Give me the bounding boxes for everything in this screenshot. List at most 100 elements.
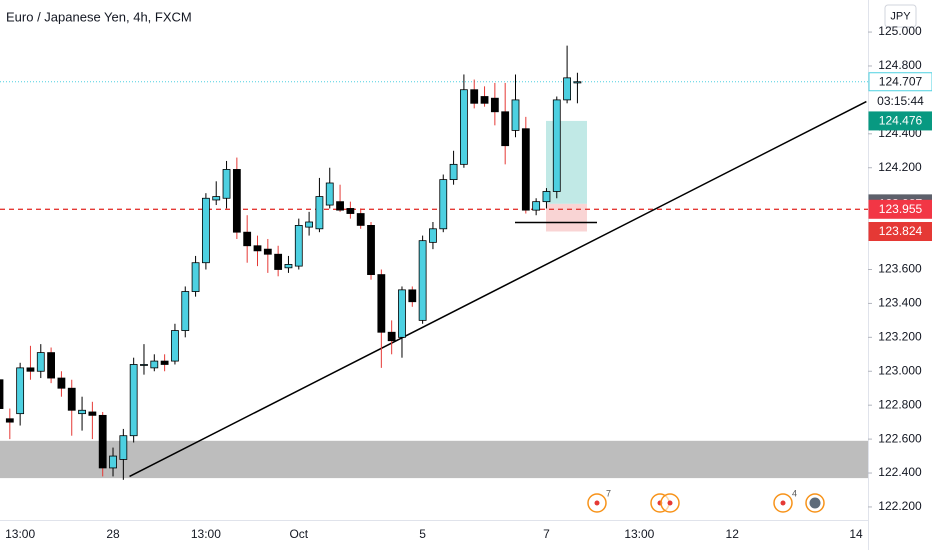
candle-body bbox=[98, 414, 107, 469]
candle-body bbox=[0, 379, 4, 409]
x-tick-label: 14 bbox=[849, 527, 863, 541]
price-badge bbox=[868, 222, 932, 242]
price-badge-label: 123.824 bbox=[879, 224, 923, 238]
candle-body bbox=[160, 360, 169, 365]
plot-area bbox=[0, 45, 868, 480]
event-count: 7 bbox=[606, 488, 611, 498]
candle-body bbox=[542, 191, 551, 203]
candle-body bbox=[439, 179, 448, 230]
candle-body bbox=[243, 231, 252, 247]
candle-body bbox=[181, 291, 190, 331]
candle-body bbox=[253, 245, 262, 252]
price-badge bbox=[868, 72, 932, 92]
candle-body bbox=[398, 289, 406, 338]
candle-body bbox=[263, 248, 272, 255]
candle-body bbox=[480, 96, 489, 104]
candle-body bbox=[377, 274, 386, 333]
y-tick-label: 122.400 bbox=[878, 465, 922, 479]
candle-body bbox=[315, 196, 324, 230]
candle-body bbox=[367, 225, 375, 275]
trend-line bbox=[129, 100, 867, 478]
candle-body bbox=[501, 111, 510, 147]
candle-body bbox=[222, 169, 231, 199]
x-tick-label: 28 bbox=[106, 527, 120, 541]
position-stop-zone bbox=[546, 203, 587, 232]
candle-body bbox=[16, 367, 25, 415]
candle-body bbox=[356, 213, 365, 226]
candle-body bbox=[109, 455, 117, 469]
candle-body bbox=[305, 221, 314, 228]
candle-body bbox=[418, 240, 427, 321]
candle-body bbox=[67, 387, 76, 411]
candle-body bbox=[521, 128, 530, 211]
event-icons: 7 4 bbox=[587, 488, 825, 513]
candle-body bbox=[470, 89, 479, 104]
y-tick-label: 125.000 bbox=[878, 24, 922, 38]
candle-body bbox=[129, 364, 138, 437]
candle-body bbox=[449, 163, 458, 181]
event-dot bbox=[809, 497, 821, 509]
x-tick-label: Oct bbox=[289, 527, 308, 541]
candle-body bbox=[511, 99, 520, 131]
candle-body bbox=[532, 201, 541, 211]
price-badge bbox=[868, 111, 932, 131]
x-tick-label: 5 bbox=[419, 527, 426, 541]
candle-body bbox=[336, 201, 344, 211]
candle-body bbox=[346, 208, 355, 214]
price-badge bbox=[868, 199, 932, 219]
event-dot bbox=[780, 500, 786, 506]
candle-body bbox=[201, 197, 210, 264]
y-tick-label: 123.400 bbox=[878, 296, 922, 310]
support-zone bbox=[0, 440, 868, 479]
position-target-zone bbox=[546, 120, 587, 204]
countdown-badge bbox=[869, 92, 932, 110]
x-tick-label: 13:00 bbox=[191, 527, 221, 541]
candle-body bbox=[36, 352, 45, 372]
x-tick-label: 13:00 bbox=[624, 527, 654, 541]
candle-body bbox=[26, 367, 35, 372]
candle-body bbox=[5, 418, 14, 423]
candle-body bbox=[150, 360, 159, 369]
y-tick-label: 124.800 bbox=[878, 58, 922, 72]
y-tick-label: 124.200 bbox=[878, 160, 922, 174]
candle-body bbox=[47, 352, 55, 379]
y-tick-label: 122.600 bbox=[878, 431, 922, 445]
event-count: 4 bbox=[792, 488, 797, 498]
candle-body bbox=[284, 264, 293, 269]
candle-body bbox=[171, 330, 179, 362]
candle-body bbox=[57, 377, 66, 389]
chart-title: Euro / Japanese Yen, 4h, FXCM bbox=[6, 9, 192, 24]
candle-body bbox=[274, 253, 283, 270]
candle-body bbox=[78, 409, 86, 415]
candle-body bbox=[325, 182, 334, 206]
candle-body bbox=[459, 89, 468, 165]
currency-button[interactable] bbox=[884, 4, 917, 28]
candle-body bbox=[408, 289, 417, 303]
y-tick-label: 123.000 bbox=[878, 363, 922, 377]
candle-body bbox=[573, 81, 582, 84]
y-tick-label: 123.600 bbox=[878, 262, 922, 276]
x-tick-label: 13:00 bbox=[5, 527, 35, 541]
y-tick-label: 123.200 bbox=[878, 330, 922, 344]
candle-body bbox=[552, 99, 561, 192]
currency-label: JPY bbox=[890, 10, 911, 22]
candle-body bbox=[212, 196, 221, 201]
price-badge-label: 124.707 bbox=[879, 74, 923, 88]
event-dot bbox=[594, 500, 600, 506]
candle-body bbox=[294, 225, 303, 267]
y-tick-label: 122.800 bbox=[878, 397, 922, 411]
price-badge-label: 123.955 bbox=[879, 202, 923, 216]
x-tick-label: 12 bbox=[726, 527, 740, 541]
candle-body bbox=[88, 411, 97, 416]
candle-body bbox=[140, 364, 148, 366]
candle-body bbox=[191, 262, 200, 292]
candle-body bbox=[119, 435, 128, 460]
candle-body bbox=[232, 169, 241, 233]
candle-body bbox=[490, 97, 499, 113]
event-dot bbox=[667, 500, 673, 506]
candle-body bbox=[429, 228, 437, 243]
countdown-label: 03:15:44 bbox=[877, 94, 924, 108]
price-badge-label: 124.476 bbox=[879, 114, 923, 128]
